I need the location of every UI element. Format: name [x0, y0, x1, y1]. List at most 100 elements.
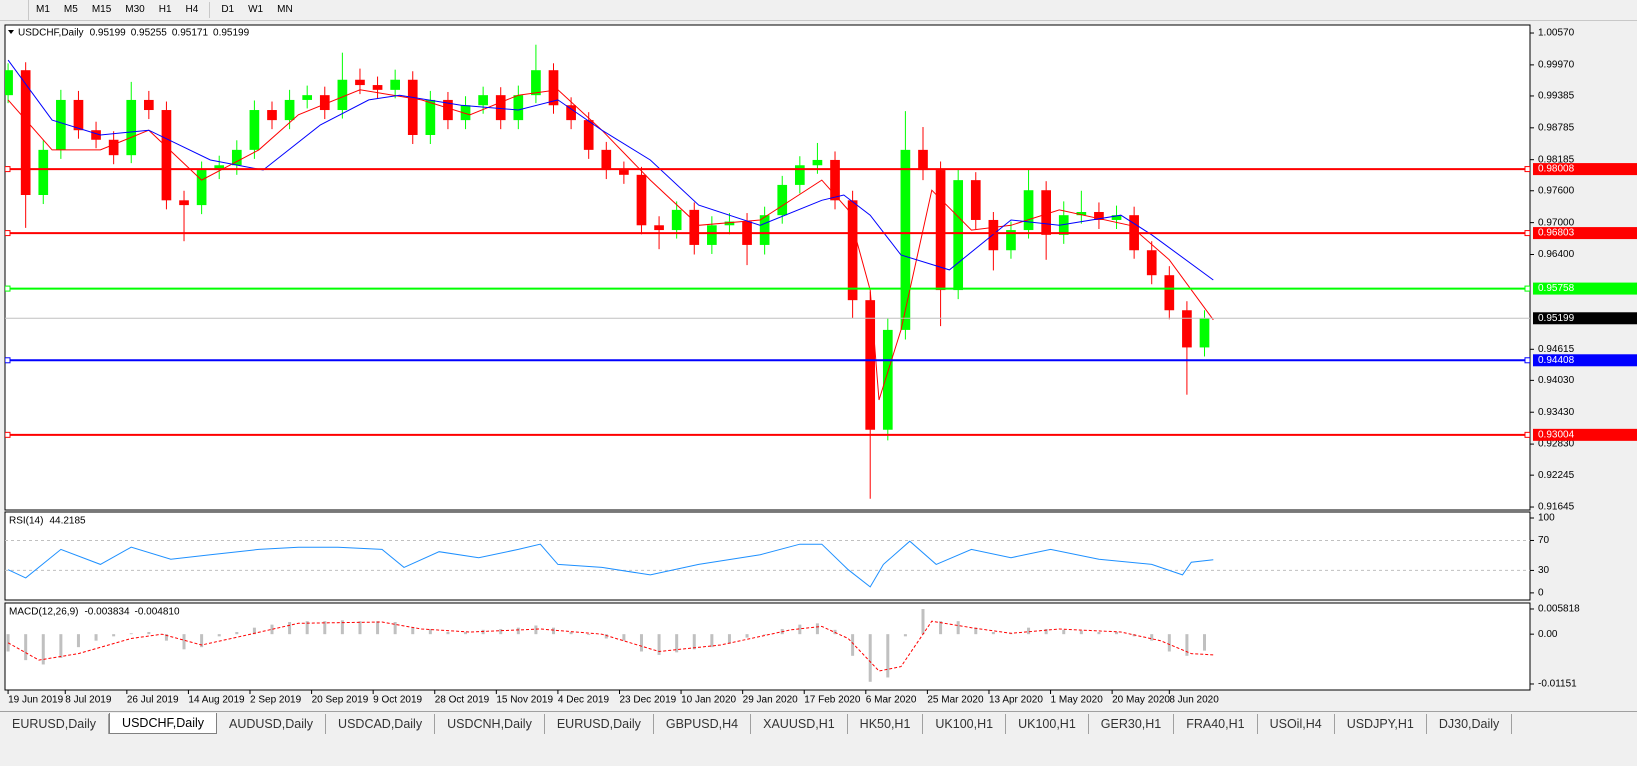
candle-body — [1111, 215, 1122, 220]
y-tick-label: 0.92830 — [1538, 439, 1575, 450]
candle-body — [953, 180, 964, 291]
timeframe-button[interactable]: H4 — [185, 4, 199, 15]
chart-tab[interactable]: AUDUSD,Daily — [217, 714, 327, 734]
candle-body — [1094, 212, 1104, 220]
x-tick-label: 10 Jan 2020 — [681, 695, 736, 706]
x-tick-label: 8 Jul 2019 — [65, 695, 112, 706]
chart-tab[interactable]: UK100,H1 — [1006, 714, 1089, 734]
candle-body — [355, 79, 365, 86]
timeframe-button[interactable]: H1 — [158, 4, 172, 15]
candle-body — [337, 79, 348, 111]
level-handle — [1524, 285, 1530, 292]
chart-tab[interactable]: UK100,H1 — [923, 714, 1007, 734]
macd-bar — [411, 627, 415, 635]
rsi-line — [7, 540, 1214, 588]
chart-tab[interactable]: FRA40,H1 — [1174, 714, 1258, 734]
chart-tab[interactable]: USDJPY,H1 — [1335, 714, 1427, 734]
plot-area — [6, 609, 1214, 682]
signal-line — [7, 620, 1214, 672]
chart-tab[interactable]: USDCNH,Daily — [435, 714, 545, 734]
level-label: 0.93004 — [1538, 429, 1575, 440]
candle-body — [443, 99, 453, 121]
candle-body — [38, 149, 49, 196]
candle-body — [390, 79, 400, 90]
level-label-box — [1533, 163, 1637, 176]
macd-bar — [24, 634, 28, 661]
candle-body — [1023, 190, 1034, 231]
chart-tab[interactable]: EURUSD,Daily — [0, 714, 110, 734]
level-handle — [5, 166, 11, 173]
level-label-box — [1533, 227, 1637, 240]
macd-bar — [710, 634, 714, 648]
candle-body — [126, 99, 137, 156]
candle-body — [671, 209, 682, 231]
moving-average — [7, 59, 1214, 281]
macd-bar — [182, 634, 186, 650]
candle-body — [865, 300, 876, 430]
macd-bar — [41, 634, 45, 665]
candle-body — [1199, 318, 1210, 348]
chart-tab[interactable]: HK50,H1 — [848, 714, 924, 734]
chart-tab[interactable]: USOil,H4 — [1258, 714, 1335, 734]
timeframe-button[interactable]: M1 — [36, 4, 50, 15]
candle-body — [460, 105, 471, 121]
timeframe-button[interactable]: W1 — [248, 4, 264, 15]
y-tick-label: 0.94030 — [1538, 375, 1575, 386]
macd-bar — [991, 632, 995, 635]
panel — [4, 24, 1531, 511]
chart-tab[interactable]: EURUSD,Daily — [545, 714, 654, 734]
timeframe-toolbar: M1 M5 M15 M30 H1 H4 D1 W1 MN — [0, 0, 1637, 21]
candle-body — [161, 110, 172, 201]
candle-body — [372, 85, 383, 90]
candle-body — [284, 99, 295, 121]
candle-body — [425, 99, 436, 135]
macd-bar — [1027, 627, 1031, 635]
level-label: 0.94408 — [1538, 355, 1575, 366]
candle-body — [548, 70, 559, 106]
timeframe-button[interactable]: MN — [277, 4, 293, 15]
x-tick-label: 20 Sep 2019 — [312, 695, 369, 706]
readout-value: 44.2185 — [49, 516, 86, 527]
chart-tab[interactable]: GBPUSD,H4 — [654, 714, 752, 734]
y-tick-label: 0 — [1538, 588, 1544, 599]
timeframe-button[interactable]: M30 — [125, 4, 145, 15]
timeframe-button[interactable]: M15 — [91, 4, 112, 15]
macd-bar — [798, 624, 802, 635]
plot-area — [5, 44, 1530, 499]
candle-body — [231, 149, 242, 166]
candle-body — [707, 225, 717, 245]
macd-bar — [903, 634, 907, 637]
y-tick-label: 70 — [1538, 535, 1550, 546]
candle-body — [935, 170, 946, 291]
readout-value: -0.004810 — [135, 607, 180, 618]
chart-tab[interactable]: DJ30,Daily — [1427, 714, 1513, 734]
macd-bar — [1115, 632, 1119, 635]
macd-bar — [675, 634, 679, 653]
candle-body — [196, 170, 207, 206]
x-tick-label: 28 Oct 2019 — [435, 695, 490, 706]
level-handle — [5, 431, 11, 438]
macd-bar — [270, 624, 274, 635]
x-tick-label: 1 May 2020 — [1051, 695, 1104, 706]
x-tick-label: 29 Jan 2020 — [743, 695, 798, 706]
x-tick-label: 6 Mar 2020 — [866, 695, 917, 706]
chart-tab[interactable]: USDCHF,Daily — [109, 713, 217, 734]
y-tick-label: 0.97000 — [1538, 217, 1575, 228]
timeframe-button[interactable]: D1 — [221, 4, 235, 15]
timeframe-button[interactable]: M5 — [63, 4, 78, 15]
chart-tab[interactable]: XAUUSD,H1 — [751, 714, 848, 734]
macd-bar — [552, 627, 556, 635]
candle-body — [689, 209, 700, 245]
candle-body — [302, 95, 313, 100]
chart-tab[interactable]: USDCAD,Daily — [326, 714, 436, 734]
chart-tab[interactable]: GER30,H1 — [1089, 714, 1175, 734]
macd-bar — [428, 628, 432, 635]
macd-bar — [727, 634, 731, 644]
macd-bar — [164, 634, 168, 641]
x-tick-label: 4 Dec 2019 — [558, 695, 610, 706]
macd-bar — [235, 632, 239, 635]
macd-bar — [956, 621, 960, 635]
macd-bar — [516, 627, 520, 635]
moving-average — [7, 89, 1214, 401]
macd-bar — [587, 634, 591, 636]
